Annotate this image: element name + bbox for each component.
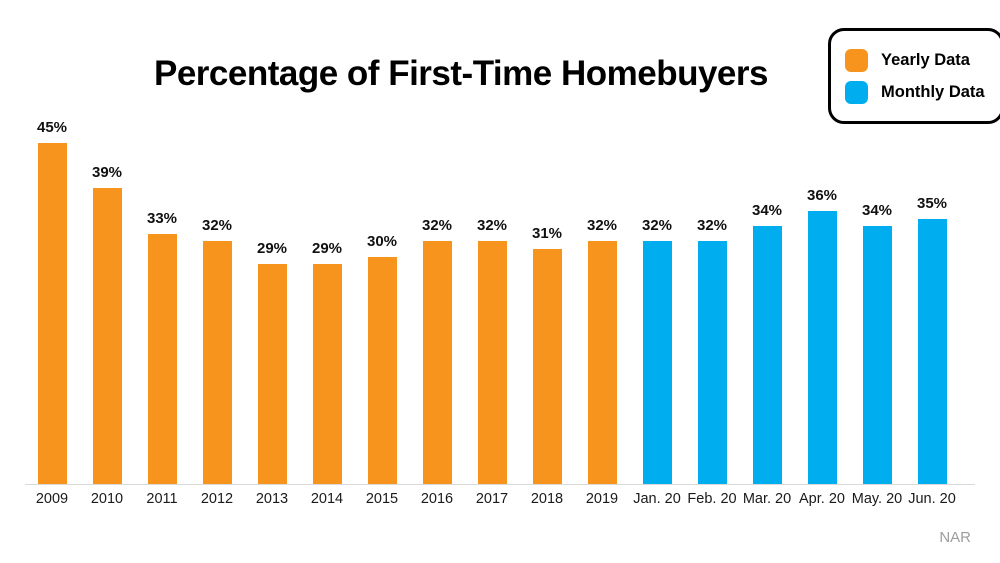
chart-title: Percentage of First-Time Homebuyers xyxy=(154,54,769,93)
bar xyxy=(37,143,67,484)
bar xyxy=(862,226,892,484)
bar-value-label: 36% xyxy=(806,187,838,204)
bar-value-label: 30% xyxy=(366,233,398,250)
bar xyxy=(752,226,782,484)
legend-item-yearly: Yearly Data xyxy=(845,48,993,72)
x-tick-label: Jan. 20 xyxy=(633,491,681,507)
bar-value-label: 45% xyxy=(36,119,68,136)
bar-value-label: 32% xyxy=(696,217,728,234)
bar xyxy=(257,264,287,484)
bar xyxy=(92,188,122,484)
bar-value-label: 39% xyxy=(91,164,123,181)
bar xyxy=(147,234,177,484)
legend-label-yearly: Yearly Data xyxy=(881,50,970,69)
bar xyxy=(697,241,727,484)
x-tick-label: 2016 xyxy=(420,491,454,507)
bar-value-label: 32% xyxy=(586,217,618,234)
bar xyxy=(807,211,837,484)
bar xyxy=(202,241,232,484)
bar-value-label: 32% xyxy=(641,217,673,234)
bar-value-label: 32% xyxy=(201,217,233,234)
bar-value-label: 29% xyxy=(256,240,288,257)
bar-value-label: 34% xyxy=(861,202,893,219)
bar-value-label: 29% xyxy=(311,240,343,257)
x-tick-label: 2013 xyxy=(255,491,289,507)
bar xyxy=(312,264,342,484)
x-tick-label: 2011 xyxy=(146,491,178,507)
x-tick-label: Feb. 20 xyxy=(687,491,737,507)
bar-value-label: 32% xyxy=(476,217,508,234)
bar xyxy=(367,257,397,484)
x-tick-label: May. 20 xyxy=(851,491,903,507)
bar xyxy=(642,241,672,484)
x-tick-label: 2009 xyxy=(35,491,69,507)
x-tick-label: 2018 xyxy=(530,491,564,507)
x-tick-label: 2017 xyxy=(475,491,509,507)
legend: Yearly Data Monthly Data xyxy=(828,28,1000,124)
x-tick-label: 2012 xyxy=(200,491,234,507)
x-tick-label: 2010 xyxy=(90,491,124,507)
legend-label-monthly: Monthly Data xyxy=(881,82,985,101)
source-label: NAR xyxy=(939,529,971,546)
legend-item-monthly: Monthly Data xyxy=(845,80,993,104)
x-tick-label: Mar. 20 xyxy=(742,491,792,507)
x-tick-label: Jun. 20 xyxy=(908,491,956,507)
bar xyxy=(917,219,947,484)
bar-value-label: 32% xyxy=(421,217,453,234)
bar-value-label: 31% xyxy=(531,225,563,242)
x-tick-label: 2014 xyxy=(310,491,344,507)
bar-value-label: 33% xyxy=(146,210,178,227)
x-tick-label: Apr. 20 xyxy=(799,491,845,507)
bar xyxy=(532,249,562,484)
bar-value-label: 35% xyxy=(916,195,948,212)
bar xyxy=(587,241,617,484)
bar xyxy=(422,241,452,484)
x-tick-label: 2019 xyxy=(585,491,619,507)
bar-value-label: 34% xyxy=(751,202,783,219)
x-tick-label: 2015 xyxy=(365,491,399,507)
legend-swatch-yearly-icon xyxy=(845,48,868,72)
x-axis-line xyxy=(25,484,975,485)
bar xyxy=(477,241,507,484)
legend-swatch-monthly-icon xyxy=(845,80,868,104)
